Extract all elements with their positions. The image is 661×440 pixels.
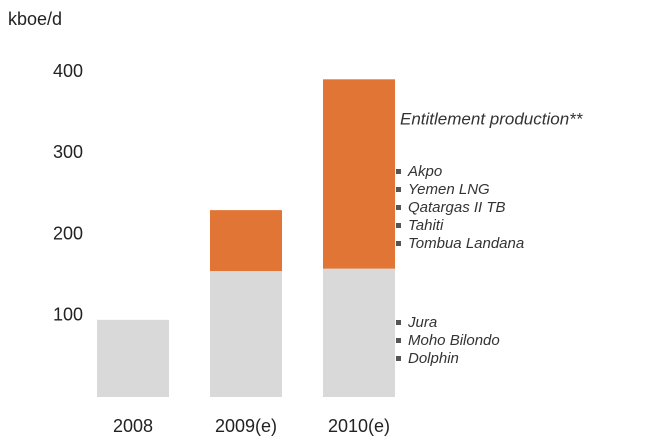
bar-segment: [323, 268, 395, 397]
annotation-item: Jura: [407, 314, 437, 331]
annotation-item: Akpo: [407, 163, 442, 180]
annotation-item: Yemen LNG: [408, 181, 490, 198]
y-tick-label: 200: [53, 223, 83, 243]
bar-segment: [210, 271, 282, 397]
bar-segment: [210, 210, 282, 272]
bullet: [396, 356, 401, 361]
bullet: [396, 205, 401, 210]
bar-segment: [97, 319, 169, 397]
bullet: [396, 187, 401, 192]
annotation-item: Moho Bilondo: [408, 332, 500, 349]
x-tick-label: 2010(e): [328, 416, 390, 436]
y-tick-label: 300: [53, 142, 83, 162]
y-tick-label: 400: [53, 61, 83, 81]
bullet: [396, 320, 401, 325]
bullet: [396, 338, 401, 343]
x-tick-label: 2008: [113, 416, 153, 436]
annotation-item: Dolphin: [408, 350, 459, 367]
y-axis-label: kboe/d: [8, 9, 62, 29]
x-tick-label: 2009(e): [215, 416, 277, 436]
y-tick-label: 100: [53, 305, 83, 325]
annotation-item: Tahiti: [408, 217, 444, 234]
bullet: [396, 241, 401, 246]
bullet: [396, 223, 401, 228]
bar-segment: [323, 79, 395, 269]
annotation-item: Tombua Landana: [408, 235, 524, 252]
annotation-title: Entitlement production**: [400, 109, 584, 128]
bullet: [396, 169, 401, 174]
annotation-item: Qatargas II TB: [408, 199, 506, 216]
